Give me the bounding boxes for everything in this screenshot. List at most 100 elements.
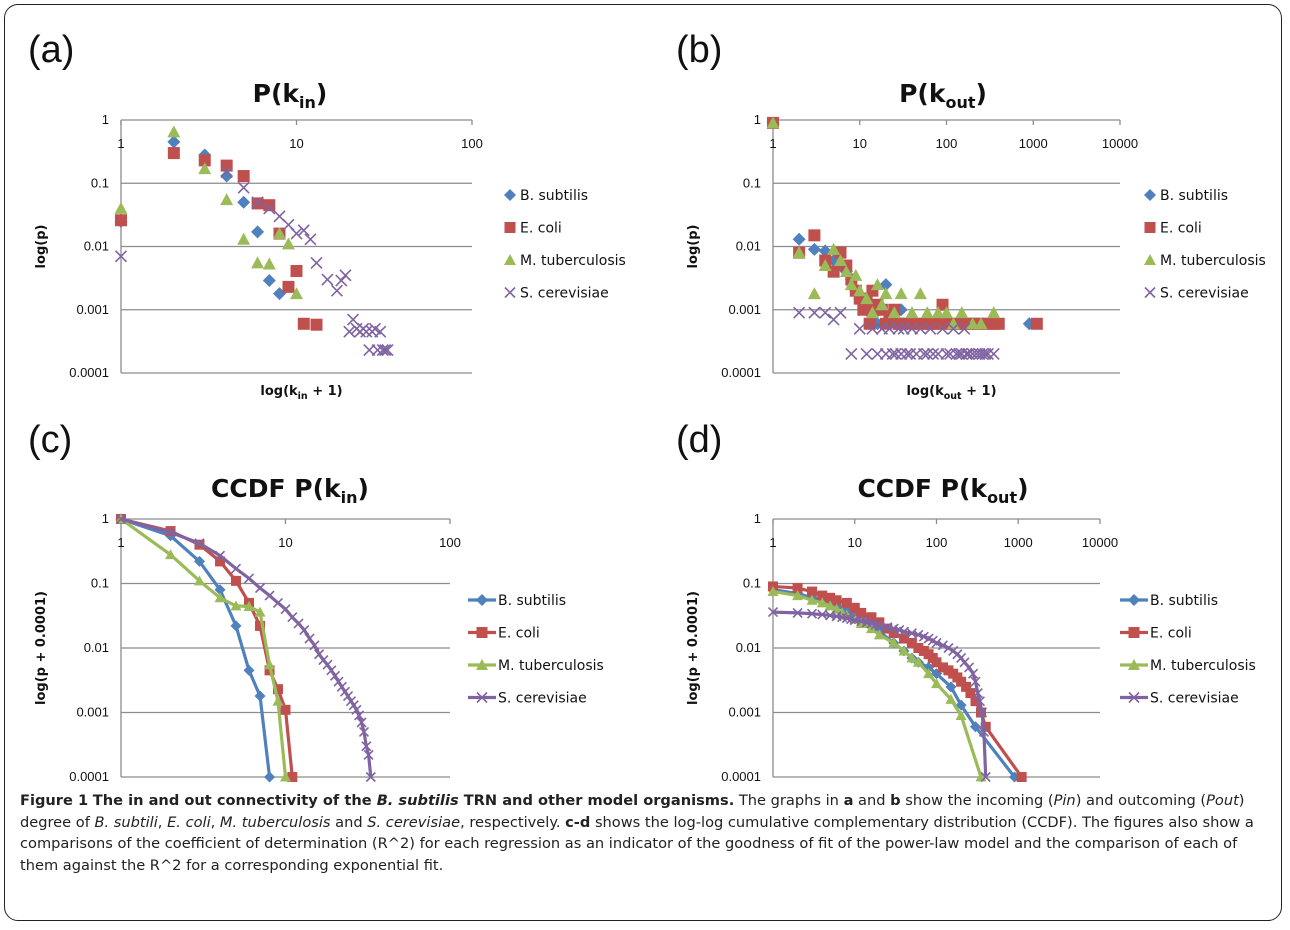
data-point-x [874, 620, 885, 631]
data-point-diamond [945, 681, 957, 693]
x-marker-stroke [251, 196, 264, 209]
data-point-x [806, 608, 818, 619]
data-point-triangle [290, 287, 303, 300]
x-marker-stroke [329, 670, 341, 681]
x-marker-stroke [937, 640, 949, 651]
x-marker-stroke [310, 256, 323, 269]
data-point-x [972, 688, 983, 699]
data-point-x [304, 233, 317, 246]
legend-label: M. tuberculosis [498, 658, 604, 674]
data-point-square [888, 628, 899, 639]
data-point-square [230, 575, 241, 586]
data-point-x [793, 306, 806, 319]
data-point-diamond [955, 699, 967, 711]
data-point-triangle [824, 600, 836, 611]
data-point-x [343, 325, 356, 338]
x-marker-stroke [346, 313, 360, 326]
data-point-x [280, 604, 291, 615]
data-point-x [924, 322, 937, 335]
data-point-x [314, 649, 325, 660]
data-point-triangle [853, 284, 867, 297]
x-marker-stroke [947, 322, 960, 335]
data-point-x [853, 322, 866, 335]
data-point-x [845, 347, 858, 361]
legend-entry: E. coli [468, 626, 540, 642]
data-point-x [374, 325, 387, 338]
data-point-x [230, 563, 242, 574]
x-marker-stroke [845, 347, 858, 361]
data-point-triangle [955, 306, 969, 319]
x-marker-stroke [845, 614, 857, 625]
caption-text-5: ) degree of [20, 792, 1245, 831]
data-point-diamond [264, 771, 276, 783]
data-point-x [214, 550, 226, 561]
data-point-triangle [806, 594, 818, 605]
caption-text-3: show the incoming ( [900, 792, 1054, 809]
data-point-x [976, 707, 988, 718]
data-point-x [381, 344, 394, 357]
x-tick-label: 10 [278, 535, 292, 550]
x-tick-label: 100 [936, 136, 958, 151]
y-tick-label: 0.001 [76, 705, 109, 720]
data-point-diamond [254, 690, 266, 702]
x-marker-stroke [264, 590, 275, 601]
x-marker-stroke [314, 649, 325, 660]
x-marker-stroke [504, 286, 516, 299]
data-point-x [114, 250, 128, 263]
caption-text-7: , [210, 813, 220, 831]
data-point-x [981, 347, 994, 361]
x-marker-stroke [326, 665, 337, 676]
data-point-x [322, 659, 333, 670]
x-tick-label: 10 [289, 136, 303, 151]
data-point-x [254, 582, 266, 594]
data-point-diamond [792, 232, 806, 246]
y-tick-label: 0.001 [728, 302, 761, 317]
data-point-x [860, 347, 873, 361]
legend-label: M. tuberculosis [1150, 658, 1256, 674]
triangle-marker [1144, 254, 1156, 265]
data-point-triangle [945, 693, 957, 704]
diamond-marker [504, 189, 516, 201]
y-tick-label: 0.001 [76, 302, 109, 317]
data-point-square [215, 556, 226, 567]
data-point-x [356, 717, 367, 728]
panel-letter: (b) [676, 29, 722, 71]
chart-title: P(kin) [253, 79, 328, 112]
legend-entry: M. tuberculosis [468, 658, 604, 674]
data-point-x [342, 690, 354, 702]
data-point-triangle [114, 201, 128, 214]
y-tick-label: 0.1 [91, 175, 109, 190]
data-point-x [376, 344, 389, 357]
x-marker-stroke [853, 322, 866, 335]
caption-text-2: and [853, 792, 891, 809]
data-point-triangle [906, 652, 918, 663]
legend-label: S. cerevisiae [1150, 691, 1239, 707]
legend-entry: B. subtilis [1120, 593, 1218, 609]
data-point-triangle [167, 125, 181, 138]
x-marker-stroke [114, 250, 128, 263]
x-marker-stroke [856, 616, 867, 627]
x-marker-stroke [351, 704, 362, 715]
x-marker-stroke [895, 347, 908, 361]
data-point-square [965, 688, 976, 699]
data-point-triangle [894, 287, 908, 300]
legend-entry: B. subtilis [468, 593, 566, 609]
x-marker-stroke [943, 642, 954, 654]
x-tick-label: 1000 [1019, 136, 1048, 151]
legend-label: B. subtilis [1150, 593, 1218, 609]
panel-letter: (c) [28, 419, 72, 461]
x-marker-stroke [358, 726, 370, 737]
data-point-x [898, 626, 910, 637]
x-tick-label: 1 [769, 136, 776, 151]
data-point-triangle [220, 193, 234, 206]
x-marker-stroke [978, 726, 989, 737]
x-marker-stroke [866, 322, 879, 335]
data-point-square [841, 597, 852, 608]
data-point-square [970, 696, 981, 707]
data-point-x [883, 322, 896, 335]
legend-label: B. subtilis [520, 188, 588, 204]
data-point-triangle [834, 254, 848, 267]
y-tick-label: 0.01 [736, 239, 761, 254]
x-marker-stroke [792, 607, 803, 618]
chart-panel-b: (b) P(kout) 1 0.1 0.01 0.001 0.0001 1 10 100 1000 1… [676, 29, 1266, 402]
